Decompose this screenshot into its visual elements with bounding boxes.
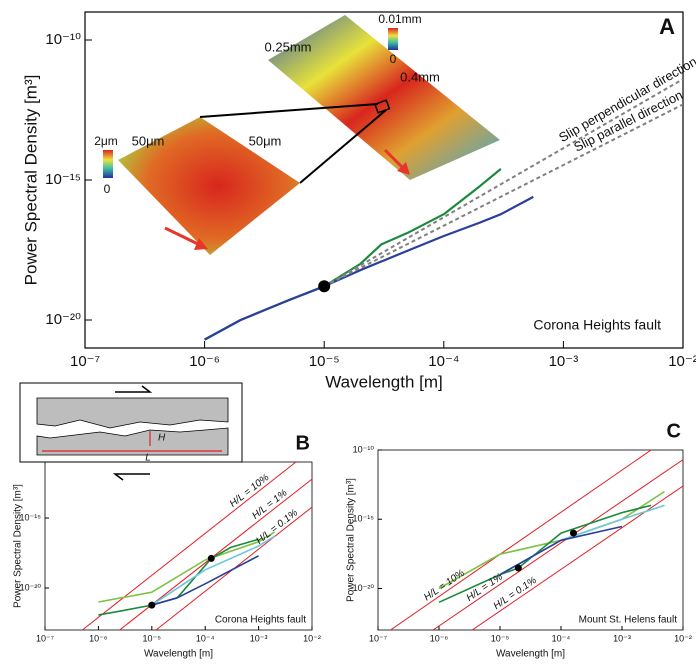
annotation: Corona Heights fault — [215, 615, 306, 626]
anchor-point — [514, 564, 522, 572]
schematic-label: H — [158, 433, 166, 444]
inset-label: 0.01mm — [378, 12, 421, 26]
x-axis-label: Wavelength [m] — [496, 649, 565, 660]
slip-arrow-head — [397, 162, 410, 175]
inset-label: 0.4mm — [400, 69, 440, 84]
psd-line — [151, 555, 259, 606]
inset-label: 0.25mm — [265, 39, 312, 54]
zoom-line — [299, 109, 387, 184]
anchor-point — [207, 554, 215, 562]
color-bar — [103, 150, 113, 178]
panel: 10⁻⁷ 10⁻⁶ 10⁻⁵ 10⁻⁴ 10⁻³ 10⁻² 10⁻¹⁵ 10⁻²⁰ Wavele… — [13, 432, 321, 659]
anchor-point — [148, 601, 156, 609]
y-tick-label: 10⁻¹⁰ — [45, 31, 81, 48]
reference-line — [81, 462, 297, 630]
x-tick-label: 10⁻⁴ — [196, 633, 215, 643]
inset-label: 50μm — [132, 133, 165, 148]
inset-label: 0 — [390, 52, 397, 66]
surface-image — [118, 117, 300, 255]
x-tick-label: 10⁻⁶ — [89, 633, 108, 643]
upper-block — [36, 397, 229, 429]
anchor-point — [569, 529, 577, 537]
y-tick-label: 10⁻¹⁵ — [20, 512, 42, 522]
x-tick-label: 10⁻⁴ — [552, 633, 571, 643]
panel-label: B — [296, 432, 310, 454]
panel-label: A — [659, 14, 675, 39]
inset-label: 0 — [104, 182, 111, 196]
color-bar — [388, 28, 398, 50]
x-tick-label: 10⁻⁷ — [369, 633, 387, 643]
psd-line — [151, 535, 276, 606]
plot-frame — [44, 461, 313, 631]
surface-images — [103, 15, 500, 255]
x-tick-label: 10⁻⁶ — [430, 633, 449, 643]
zoom-line — [199, 103, 379, 118]
surface-image — [268, 15, 500, 180]
x-tick-label: 10⁻⁷ — [36, 633, 54, 643]
y-tick-label: 10⁻¹⁵ — [45, 171, 81, 188]
y-tick-label: 10⁻²⁰ — [353, 583, 375, 593]
plot-frame — [377, 449, 684, 631]
shear-arrow — [115, 385, 153, 393]
reference-line — [432, 459, 683, 630]
reference-line — [471, 485, 683, 630]
schematic-label: L — [145, 453, 151, 464]
annotation: Corona Heights fault — [533, 317, 661, 333]
series-group — [81, 462, 312, 630]
y-tick-label: 10⁻²⁰ — [20, 582, 42, 592]
x-tick-label: 10⁻⁶ — [189, 353, 220, 370]
lower-block — [36, 427, 229, 456]
x-tick-label: 10⁻² — [674, 633, 692, 643]
y-axis-label: Power Spectral Density [m³] — [13, 484, 24, 608]
reference-line — [119, 478, 312, 630]
series-group — [204, 78, 683, 341]
reference-line — [390, 450, 652, 630]
anchor-point — [318, 280, 331, 293]
annotation: Mount St. Helens fault — [579, 615, 678, 626]
inset-label: 2μm — [94, 134, 118, 148]
line-label: H/L = 10% — [422, 568, 467, 604]
y-tick-label: 10⁻¹⁰ — [353, 444, 375, 454]
x-tick-label: 10⁻⁷ — [70, 353, 100, 370]
x-tick-label: 10⁻² — [668, 353, 696, 370]
x-tick-label: 10⁻⁴ — [428, 353, 459, 370]
psd-line — [204, 195, 534, 341]
y-tick-label: 10⁻²⁰ — [45, 311, 81, 328]
x-tick-label: 10⁻⁵ — [491, 633, 510, 643]
x-tick-label: 10⁻² — [303, 633, 321, 643]
series-group — [390, 450, 683, 630]
x-tick-label: 10⁻³ — [549, 353, 579, 370]
y-axis-label: Power Spectral Density [m³] — [346, 478, 357, 602]
x-tick-label: 10⁻³ — [250, 633, 268, 643]
x-tick-label: 10⁻⁵ — [143, 633, 162, 643]
slip-arrow — [164, 226, 201, 247]
x-tick-label: 10⁻⁵ — [309, 353, 340, 370]
schematic: HL — [19, 382, 243, 481]
x-axis-label: Wavelength [m] — [325, 372, 442, 391]
x-tick-label: 10⁻³ — [613, 633, 631, 643]
psd-line — [438, 504, 652, 604]
inset-label: 50μm — [249, 133, 282, 148]
x-axis-label: Wavelength [m] — [144, 649, 213, 660]
y-axis-label: Power Spectral Density [m³] — [21, 75, 40, 286]
panel-label: C — [667, 420, 681, 442]
reference-line — [323, 78, 683, 288]
shear-arrow — [112, 473, 150, 481]
slip-arrow-head — [194, 238, 208, 250]
psd-line — [499, 525, 623, 576]
y-tick-label: 10⁻¹⁵ — [353, 514, 375, 524]
psd-line — [98, 531, 276, 603]
panel: 10⁻⁷ 10⁻⁶ 10⁻⁵ 10⁻⁴ 10⁻³ 10⁻² 10⁻¹⁰ 10⁻¹⁵ 10⁻²⁰ W… — [346, 420, 692, 659]
